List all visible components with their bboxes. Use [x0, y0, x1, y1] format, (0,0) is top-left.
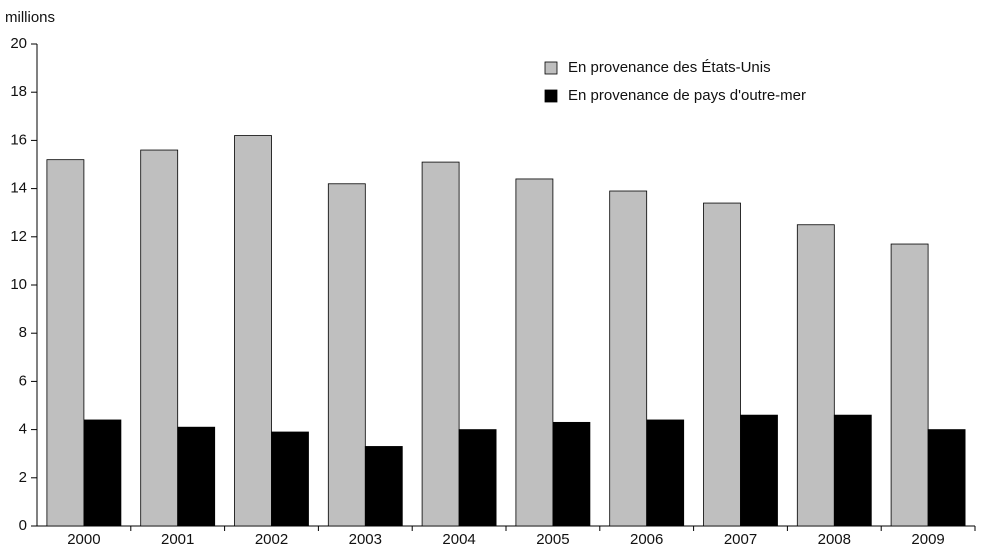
bar [46, 159, 85, 527]
y-tick-label: 0 [19, 517, 27, 534]
bar [703, 202, 741, 527]
y-tick-label: 6 [19, 372, 27, 389]
bar [515, 178, 554, 527]
y-axis-label: millions [5, 9, 55, 26]
bar [327, 183, 366, 527]
bar [609, 190, 648, 527]
x-tick-label: 2003 [349, 531, 382, 548]
bar [740, 414, 778, 527]
x-tick-label: 2006 [630, 531, 663, 548]
y-tick-label: 4 [19, 421, 27, 438]
bar [833, 414, 872, 527]
bar [177, 426, 216, 527]
bar [140, 149, 179, 527]
legend-swatch [544, 61, 558, 75]
bar [364, 446, 403, 527]
y-tick-label: 14 [10, 180, 27, 197]
x-tick-label: 2009 [911, 531, 944, 548]
x-tick-label: 2000 [67, 531, 100, 548]
legend-label: En provenance de pays d'outre-mer [568, 87, 806, 104]
legend-swatch [544, 89, 558, 103]
bar [271, 431, 309, 527]
bar [234, 135, 272, 527]
y-tick-label: 20 [10, 35, 27, 52]
bar [796, 224, 835, 527]
x-tick-label: 2005 [536, 531, 569, 548]
bar [421, 161, 460, 527]
bar [83, 419, 122, 527]
x-tick-label: 2001 [161, 531, 194, 548]
bar [890, 243, 929, 527]
y-tick-label: 2 [19, 469, 27, 486]
bar [458, 429, 497, 527]
legend-label: En provenance des États-Unis [568, 59, 771, 76]
y-tick-label: 10 [10, 276, 27, 293]
bar [646, 419, 685, 527]
x-tick-label: 2008 [818, 531, 851, 548]
x-tick-label: 2002 [255, 531, 288, 548]
y-tick-label: 16 [10, 131, 27, 148]
x-tick-label: 2007 [724, 531, 757, 548]
bar [552, 421, 591, 527]
bar [927, 429, 966, 527]
y-tick-label: 12 [10, 228, 27, 245]
x-tick-label: 2004 [442, 531, 475, 548]
y-tick-label: 18 [10, 83, 27, 100]
y-tick-label: 8 [19, 324, 27, 341]
